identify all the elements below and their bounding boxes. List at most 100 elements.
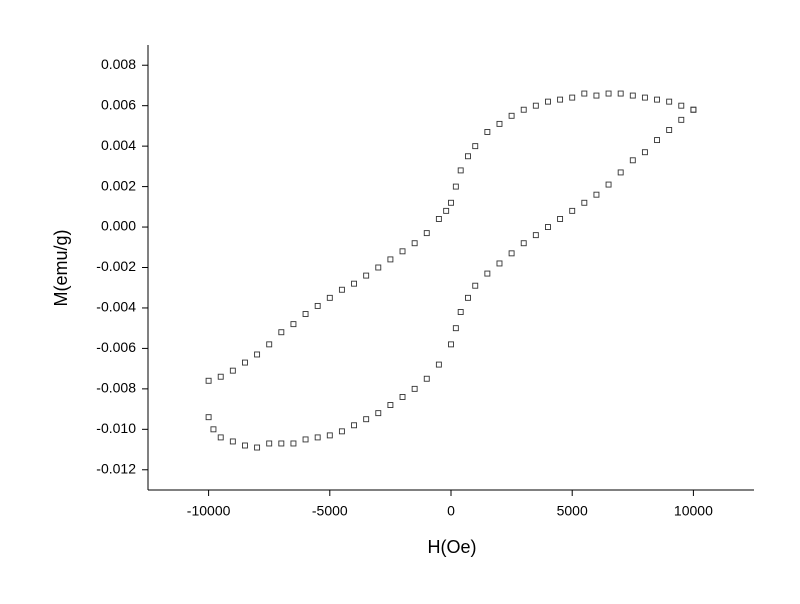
point xyxy=(314,302,321,309)
point xyxy=(581,199,588,206)
y-tick-label: 0.002 xyxy=(101,177,136,193)
y-tick-label: 0.006 xyxy=(101,96,136,112)
x-tick-label: 10000 xyxy=(674,503,713,519)
x-tick-label: -5000 xyxy=(312,503,348,519)
point xyxy=(465,294,471,301)
y-tick-label: -0.012 xyxy=(96,460,136,476)
point xyxy=(617,90,624,97)
x-tick-label: 0 xyxy=(447,503,455,519)
y-tick-label: -0.006 xyxy=(96,339,136,355)
point xyxy=(496,120,503,127)
point xyxy=(496,260,503,267)
y-tick-label: 0.000 xyxy=(101,218,136,234)
point xyxy=(641,149,648,156)
point xyxy=(351,422,357,429)
point xyxy=(532,102,539,109)
point xyxy=(205,414,212,421)
point xyxy=(557,96,564,103)
point xyxy=(690,106,697,113)
point xyxy=(457,309,464,315)
point xyxy=(338,428,345,435)
point xyxy=(229,438,236,445)
point xyxy=(666,98,673,105)
point xyxy=(569,207,576,214)
point xyxy=(399,394,406,400)
point xyxy=(452,183,459,190)
y-tick-label: -0.002 xyxy=(96,258,136,274)
point xyxy=(605,181,612,188)
point xyxy=(266,341,273,348)
point xyxy=(617,169,624,176)
point xyxy=(545,224,551,230)
point xyxy=(387,402,394,408)
point xyxy=(290,440,297,447)
point xyxy=(387,256,394,263)
point xyxy=(629,92,636,99)
point xyxy=(508,112,515,119)
point xyxy=(205,377,212,384)
point xyxy=(448,341,454,348)
point xyxy=(375,410,382,417)
point xyxy=(302,436,309,443)
point xyxy=(278,440,285,447)
point xyxy=(363,272,370,279)
point xyxy=(666,127,673,133)
point xyxy=(557,216,564,222)
point xyxy=(678,116,685,123)
point xyxy=(629,157,636,164)
point xyxy=(654,137,660,144)
point xyxy=(217,434,224,441)
point xyxy=(423,375,430,382)
point xyxy=(399,248,406,255)
x-tick-label: 5000 xyxy=(557,503,588,519)
point xyxy=(290,321,297,328)
y-axis-title: M(emu/g) xyxy=(51,229,71,306)
point xyxy=(508,250,515,257)
point xyxy=(520,106,527,113)
point xyxy=(266,440,273,447)
point xyxy=(641,94,648,101)
y-tick-label: 0.004 xyxy=(101,137,136,153)
point xyxy=(351,280,357,287)
point xyxy=(278,329,285,336)
point xyxy=(411,385,418,392)
point xyxy=(363,416,370,423)
point xyxy=(654,96,660,103)
point xyxy=(457,167,464,174)
point xyxy=(443,207,450,214)
point xyxy=(593,191,600,198)
point xyxy=(302,311,309,317)
point xyxy=(465,153,471,160)
point xyxy=(472,282,479,289)
point xyxy=(484,129,491,135)
y-tick-label: -0.004 xyxy=(96,299,136,315)
point xyxy=(338,286,345,293)
point xyxy=(532,232,539,239)
point xyxy=(423,230,430,237)
point xyxy=(484,270,491,277)
point xyxy=(242,359,248,366)
point xyxy=(435,361,442,368)
y-tick-label: -0.008 xyxy=(96,380,136,396)
point xyxy=(242,442,248,449)
point xyxy=(569,94,576,101)
point xyxy=(254,351,261,358)
point xyxy=(581,90,588,97)
point xyxy=(326,432,333,439)
y-tick-label: -0.010 xyxy=(96,420,136,436)
y-tick-label: 0.008 xyxy=(101,56,136,72)
point xyxy=(678,102,685,109)
point xyxy=(520,240,527,247)
x-axis-title: H(Oe) xyxy=(428,537,477,557)
x-tick-label: -10000 xyxy=(187,503,231,519)
point xyxy=(326,294,333,301)
point xyxy=(545,98,551,105)
point xyxy=(314,434,321,441)
point xyxy=(472,143,479,150)
point xyxy=(375,264,382,271)
point xyxy=(435,216,442,222)
point xyxy=(605,90,612,97)
point xyxy=(229,367,236,374)
